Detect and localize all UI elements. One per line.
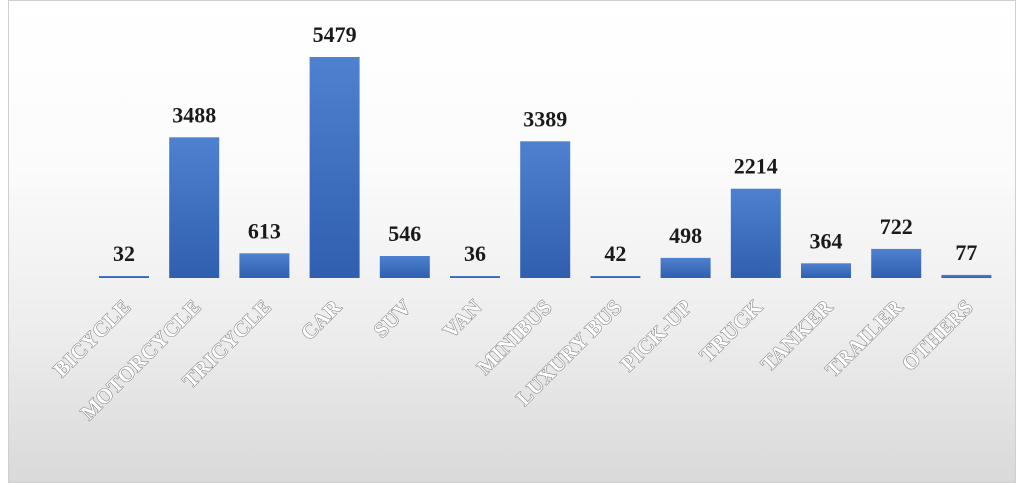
bar-motorcycle (169, 137, 220, 278)
bar-truck (730, 188, 781, 278)
data-label-minibus: 3389 (523, 106, 567, 131)
bar-minibus (520, 141, 571, 278)
data-label-car: 5479 (313, 22, 357, 47)
category-label-van: VAN (438, 295, 486, 343)
data-label-suv: 546 (388, 221, 421, 246)
data-label-motorcycle: 3488 (172, 102, 216, 127)
bar-tanker (801, 263, 851, 278)
category-label-pick-up: PICK-UP (616, 295, 697, 376)
bar-luxury-bus (590, 276, 641, 278)
data-label-pick-up: 498 (669, 223, 702, 248)
bar-car (309, 57, 360, 278)
bar-tricycle (239, 253, 290, 278)
data-label-tanker: 364 (810, 228, 843, 253)
bar-bicycle (99, 276, 149, 278)
bar-trailer (871, 248, 922, 278)
data-label-truck: 2214 (734, 154, 778, 179)
data-label-van: 36 (464, 241, 486, 266)
bars-layer (99, 57, 992, 278)
data-label-tricycle: 613 (248, 218, 281, 243)
category-label-car: CAR (296, 294, 346, 344)
category-label-truck: TRUCK (695, 294, 767, 366)
data-labels-layer: 32 3488 613 5479 546 36 3389 42 498 2214 364 722 77 (113, 22, 977, 266)
category-label-motorcycle: MOTORCYCLE (76, 295, 206, 425)
data-label-others: 77 (955, 240, 977, 265)
data-label-bicycle: 32 (113, 241, 135, 266)
category-label-others: OTHERS (897, 295, 978, 376)
data-label-luxury-bus: 42 (604, 241, 626, 266)
data-label-trailer: 722 (880, 214, 913, 239)
bar-van (450, 276, 500, 278)
category-label-trailer: TRAILER (821, 294, 908, 381)
bar-pick-up (660, 257, 711, 278)
category-label-suv: SUV (369, 295, 417, 343)
bar-suv (379, 256, 430, 278)
bar-others (941, 274, 992, 278)
